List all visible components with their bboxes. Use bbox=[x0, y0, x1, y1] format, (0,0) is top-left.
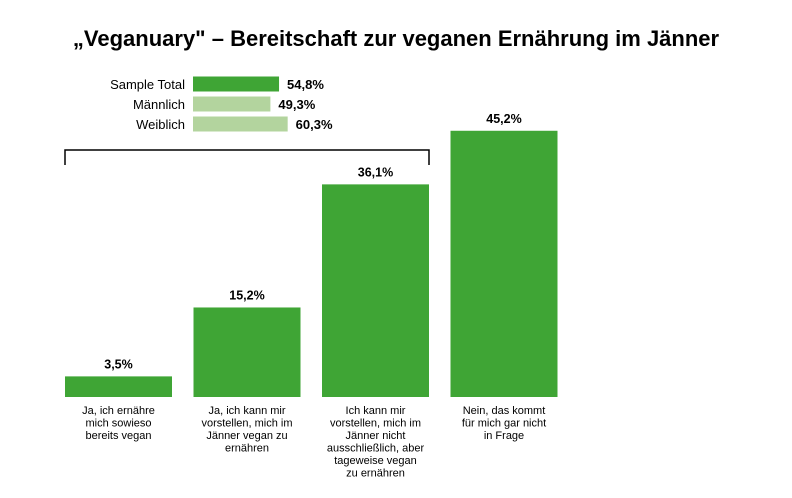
bar-1 bbox=[65, 376, 172, 397]
category-label-line: Jänner vegan zu bbox=[206, 430, 287, 442]
summary-bar-2 bbox=[193, 96, 271, 112]
category-label-2: Ja, ich kann mir vorstellen, mich im Jänne… bbox=[201, 405, 292, 455]
category-label-line: Nein, das kommt bbox=[463, 405, 546, 417]
bar-2 bbox=[193, 307, 301, 397]
category-label-line: Ich kann mir bbox=[346, 405, 406, 417]
category-label-line: bereits vegan bbox=[85, 430, 151, 442]
category-label-line: mich sowieso bbox=[85, 418, 151, 430]
value-label-2: 15,2% bbox=[229, 288, 264, 302]
category-label-1: Ja, ich ernähre mich sowieso bereits vegan bbox=[82, 405, 155, 442]
category-label-line: ausschließlich, aber bbox=[327, 443, 425, 455]
category-label-line: Ja, ich kann mir bbox=[208, 405, 285, 417]
value-label-3: 36,1% bbox=[358, 165, 393, 179]
category-label-line: vorstellen, mich im bbox=[201, 418, 292, 430]
summary-value-1: 54,8% bbox=[287, 77, 324, 92]
category-labels: Ja, ich ernähre mich sowieso bereits vegan… bbox=[82, 405, 546, 480]
bars bbox=[65, 130, 558, 397]
summary-value-2: 49,3% bbox=[278, 97, 315, 112]
category-label-line: tageweise vegan bbox=[334, 455, 417, 467]
category-label-4: Nein, das kommt für mich gar nicht in Frag… bbox=[462, 405, 546, 442]
value-label-4: 45,2% bbox=[486, 112, 521, 126]
chart-title: „Veganuary" – Bereitschaft zur veganen E… bbox=[73, 26, 720, 51]
category-label-line: Jänner nicht bbox=[346, 430, 406, 442]
value-label-1: 3,5% bbox=[104, 357, 133, 371]
summary-bar-1 bbox=[193, 76, 280, 92]
summary-label-2: Männlich bbox=[133, 97, 185, 112]
summary-label-3: Weiblich bbox=[136, 117, 185, 132]
bar-3 bbox=[322, 184, 429, 397]
category-label-line: in Frage bbox=[484, 430, 524, 442]
category-label-line: für mich gar nicht bbox=[462, 418, 546, 430]
bar-4 bbox=[450, 130, 558, 397]
summary-value-3: 60,3% bbox=[296, 117, 333, 132]
category-label-3: Ich kann mir vorstellen, mich im Jänner ni… bbox=[327, 405, 425, 480]
category-label-line: vorstellen, mich im bbox=[330, 418, 421, 430]
bracket bbox=[64, 149, 430, 165]
category-label-line: ernähren bbox=[225, 443, 269, 455]
category-label-line: Ja, ich ernähre bbox=[82, 405, 155, 417]
value-labels: 3,5% 15,2% 36,1% 45,2% bbox=[104, 112, 521, 372]
summary-label-1: Sample Total bbox=[110, 77, 185, 92]
category-label-line: zu ernähren bbox=[346, 468, 405, 480]
summary-bar-3 bbox=[193, 116, 288, 132]
summary-legend: Sample Total 54,8% Männlich 49,3% Weiblich 60… bbox=[110, 76, 333, 132]
